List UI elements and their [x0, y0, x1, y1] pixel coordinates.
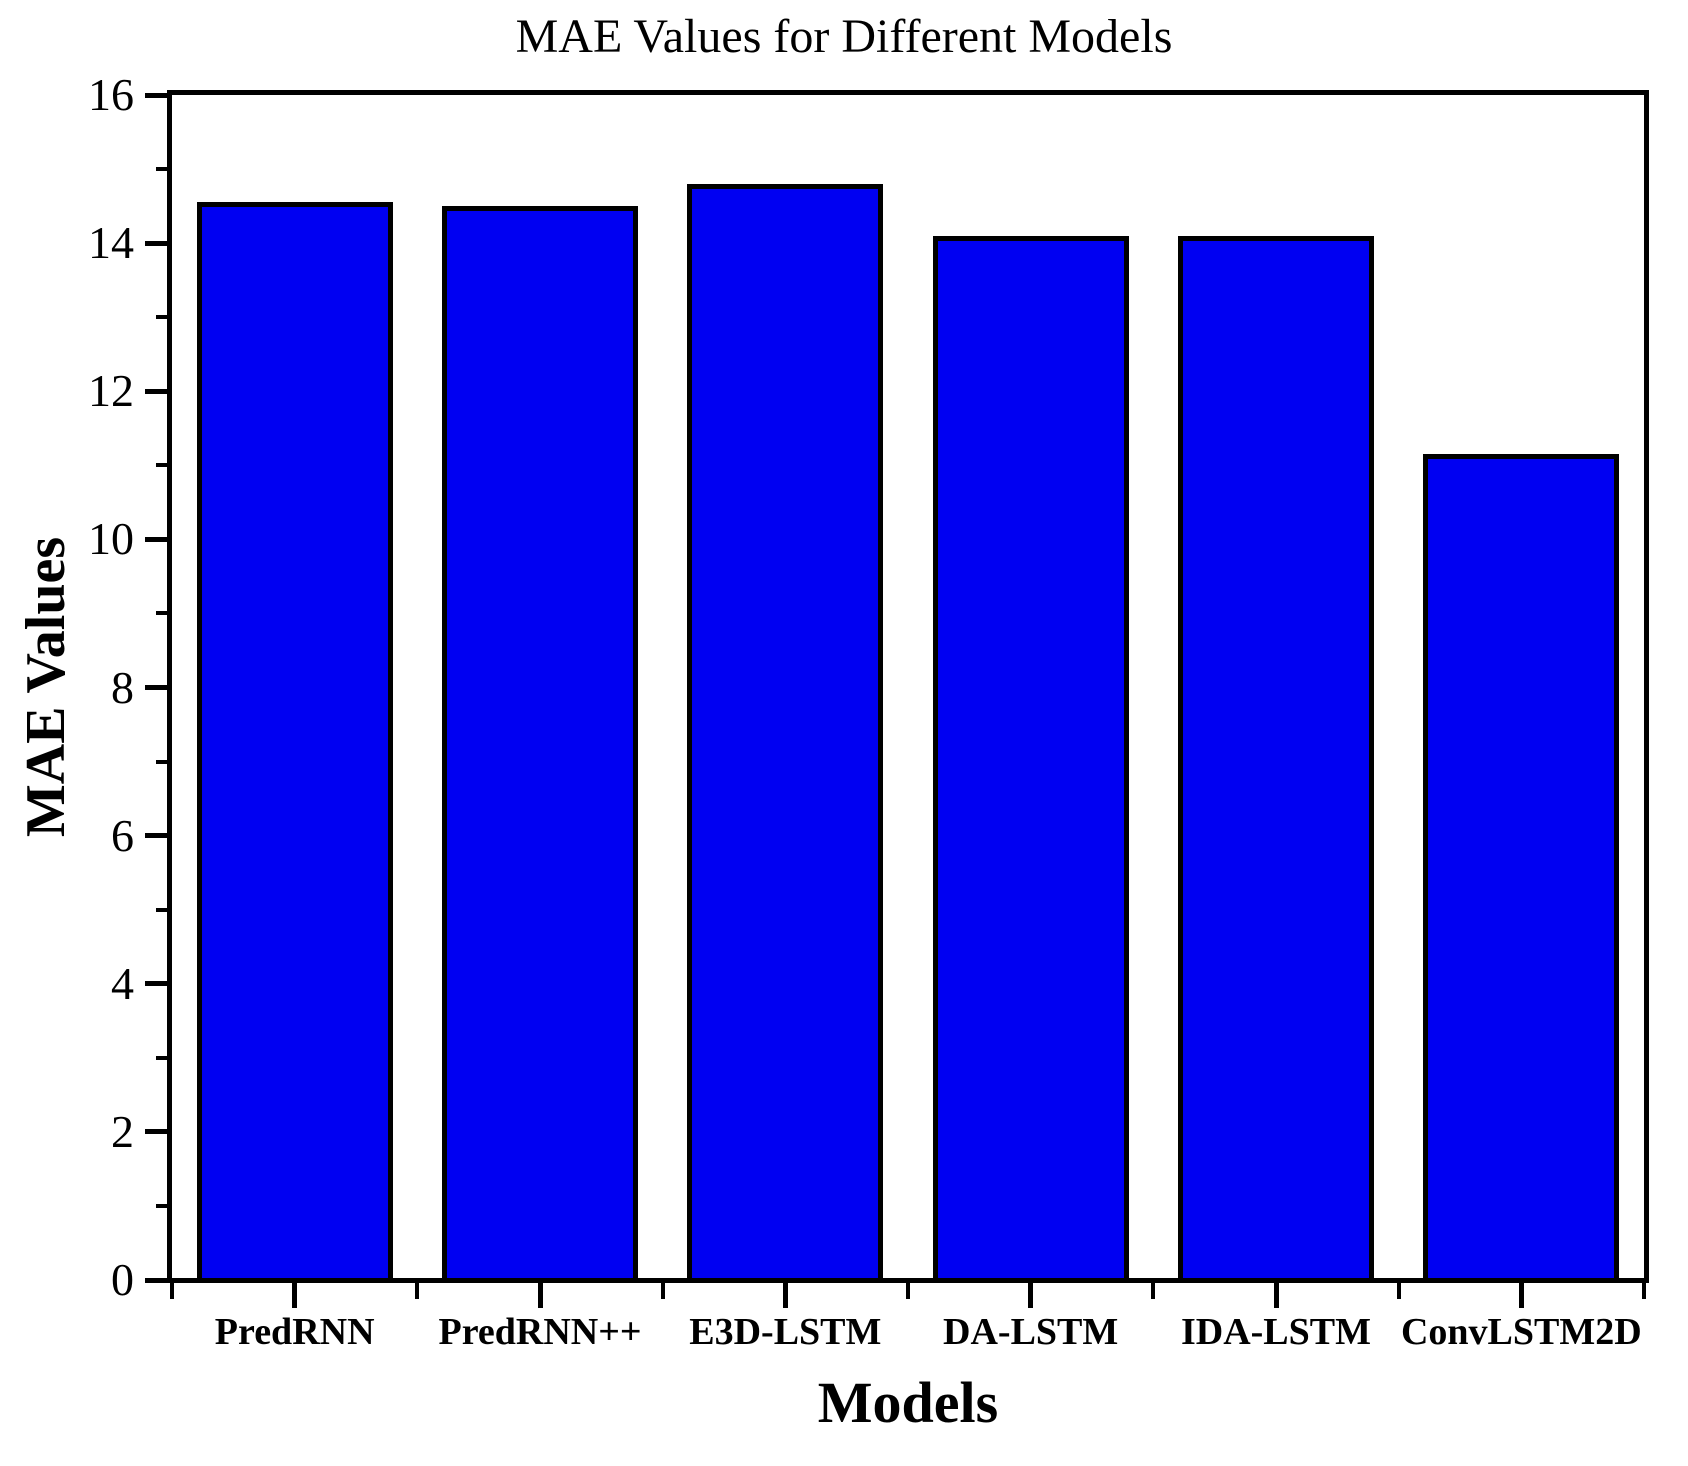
y-major-tick: [145, 1277, 167, 1283]
x-boundary-tick: [660, 1283, 665, 1299]
y-minor-tick: [156, 1055, 168, 1060]
bar-ida-lstm: [1178, 235, 1374, 1283]
x-boundary-tick: [1151, 1283, 1156, 1299]
x-tick-label: PredRNN++: [438, 1311, 642, 1353]
x-boundary-tick: [415, 1283, 420, 1299]
bar-predrnn: [196, 202, 393, 1283]
y-major-tick: [145, 536, 167, 542]
x-tick-label: IDA-LSTM: [1180, 1311, 1372, 1353]
x-major-tick: [1273, 1283, 1279, 1308]
y-major-tick: [145, 1129, 167, 1135]
chart-title: MAE Values for Different Models: [515, 10, 1173, 63]
y-tick-label: 4: [111, 957, 134, 1009]
y-tick-label: 14: [88, 217, 134, 269]
y-minor-tick: [156, 1203, 168, 1208]
y-major-tick: [145, 92, 167, 98]
x-boundary-tick: [906, 1283, 910, 1299]
x-major-tick: [1518, 1283, 1524, 1308]
x-major-tick: [292, 1283, 298, 1308]
y-minor-tick: [156, 463, 168, 468]
y-tick-label: 16: [88, 69, 134, 120]
x-major-tick: [782, 1283, 788, 1308]
y-minor-tick: [156, 907, 168, 912]
y-tick-label: 12: [88, 365, 134, 417]
bar-predrnn: [442, 206, 638, 1283]
x-tick-label: ConvLSTM2D: [1400, 1311, 1642, 1353]
y-minor-tick: [156, 315, 168, 320]
x-tick-label: E3D-LSTM: [689, 1311, 882, 1353]
y-major-tick: [145, 685, 167, 690]
x-axis-title: Models: [817, 1370, 999, 1435]
y-major-tick: [145, 388, 167, 394]
y-minor-tick: [156, 167, 168, 172]
bar-da-lstm: [932, 235, 1129, 1283]
bar-convlstm2d: [1423, 454, 1620, 1283]
y-major-tick: [145, 981, 167, 987]
x-major-tick: [1028, 1283, 1034, 1308]
x-tick-label: PredRNN: [214, 1311, 375, 1353]
y-major-tick: [145, 833, 167, 839]
y-tick-label: 2: [111, 1105, 134, 1157]
x-major-tick: [537, 1283, 543, 1308]
y-minor-tick: [156, 611, 168, 616]
y-minor-tick: [156, 759, 168, 764]
y-tick-label: 6: [111, 809, 134, 861]
x-boundary-tick: [170, 1283, 174, 1299]
x-boundary-tick: [1396, 1283, 1401, 1299]
y-tick-label: 10: [88, 513, 134, 565]
x-tick-label: DA-LSTM: [943, 1311, 1119, 1353]
x-boundary-tick: [1642, 1283, 1646, 1299]
y-major-tick: [145, 240, 167, 246]
y-tick-label: 0: [111, 1254, 134, 1305]
plot-area-frame: [167, 90, 1649, 1283]
y-tick-label: 8: [111, 661, 134, 713]
bar-e3d-lstm: [687, 183, 884, 1283]
